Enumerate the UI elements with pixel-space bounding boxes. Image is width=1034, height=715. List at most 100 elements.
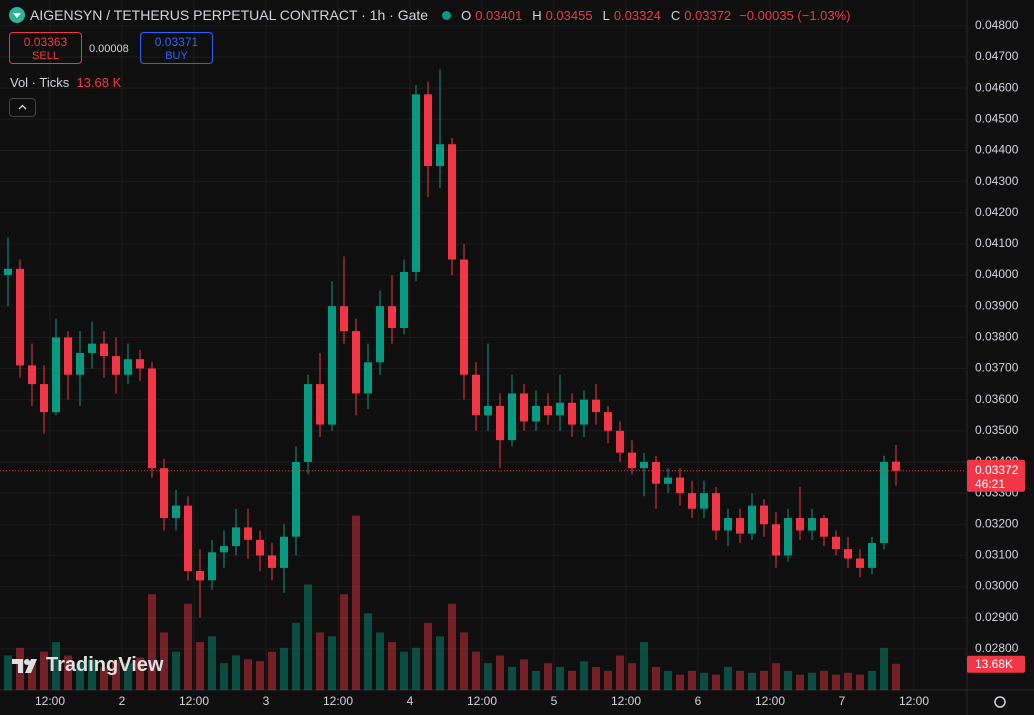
volume-bar [400,651,408,690]
volume-name: Vol · Ticks [10,75,70,90]
volume-bar [268,651,276,690]
candle-body [280,536,288,568]
buy-price: 0.03371 [154,35,199,49]
candle-body [184,505,192,572]
collapse-button[interactable] [9,98,36,117]
x-tick-label: 5 [551,694,558,708]
volume-bar [832,674,840,690]
x-tick-label: 12:00 [179,694,209,708]
y-tick-label: 0.04800 [975,18,1019,32]
candle-body [436,144,444,167]
y-tick-label: 0.03000 [975,579,1019,593]
candle-body [424,94,432,167]
candle-body [856,558,864,568]
y-tick-label: 0.04400 [975,143,1019,157]
volume-bar [460,632,468,690]
x-tick-label: 6 [695,694,702,708]
candle-body [244,527,252,540]
x-tick-label: 2 [119,694,126,708]
candle-body [496,405,504,441]
volume-bar [76,663,84,690]
candle-body [40,384,48,413]
volume-bar [772,663,780,690]
volume-bar [160,632,168,690]
volume-tag-label: 13.68K [975,657,1013,671]
candle-body [556,402,564,416]
volume-bar [808,672,816,690]
x-tick-label: 12:00 [467,694,497,708]
candle-body [868,542,876,568]
candle-body [328,306,336,425]
volume-bar [640,642,648,690]
x-tick-label: 12:00 [611,694,641,708]
volume-bar [352,515,360,690]
symbol-title: AIGENSYN / TETHERUS PERPETUAL CONTRACT ·… [30,7,429,23]
last-price-label: 0.03372 [975,463,1019,477]
volume-bar [112,661,120,690]
x-tick-label: 12:00 [899,694,929,708]
sell-button[interactable]: 0.03363 SELL [9,32,82,64]
volume-bar [88,659,96,690]
volume-bar [448,603,456,690]
y-tick-label: 0.02800 [975,641,1019,655]
candle-body [256,539,264,556]
volume-bar [40,651,48,690]
candle-body [796,518,804,531]
volume-bar [4,655,12,690]
volume-bar [796,674,804,690]
ohlc-value: 0.03372 [684,7,732,23]
candle-body [580,399,588,425]
volume-bar [688,670,696,690]
settings-icon[interactable] [994,696,1006,708]
candle-body [700,493,708,509]
candle-body [232,527,240,547]
candle-body [376,306,384,363]
candle-body [136,359,144,369]
y-tick-label: 0.04500 [975,111,1019,125]
volume-bar [136,657,144,690]
candle-body [568,402,576,425]
volume-bar [604,670,612,690]
candle-body [448,144,456,260]
volume-bar [724,667,732,690]
volume-bar [124,663,132,690]
volume-bar [844,672,852,690]
y-tick-label: 0.03700 [975,361,1019,375]
volume-bar [712,674,720,690]
volume-bar [436,636,444,690]
y-tick-label: 0.04200 [975,205,1019,219]
candle-body [628,452,636,469]
buy-button[interactable]: 0.03371 BUY [140,32,213,64]
ohlc-value: 0.03401 [475,7,523,23]
volume-bar [340,594,348,690]
candle-body [64,337,72,375]
volume-bar [520,659,528,690]
candle-body [172,505,180,519]
candle-body [472,374,480,416]
last-price-tag [967,459,1025,492]
volume-bar [676,674,684,690]
volume-bar [892,663,900,690]
candle-body [604,412,612,431]
candle-body [16,268,24,366]
candle-body [616,430,624,453]
volume-bar [388,642,396,690]
candle-body [316,384,324,425]
candle-body [844,549,852,559]
volume-bar [592,667,600,690]
candle-body [28,365,36,385]
volume-bar [256,661,264,690]
volume-bar [148,594,156,690]
y-tick-label: 0.02900 [975,610,1019,624]
volume-bar [496,655,504,690]
candle-body [832,536,840,550]
volume-bar [172,651,180,690]
candle-body [160,468,168,519]
candle-body [196,571,204,581]
y-tick-label: 0.03200 [975,516,1019,530]
volume-tag [967,655,1025,673]
ohlc-label: L [602,7,610,23]
candle-body [412,94,420,272]
volume-bar [856,674,864,690]
